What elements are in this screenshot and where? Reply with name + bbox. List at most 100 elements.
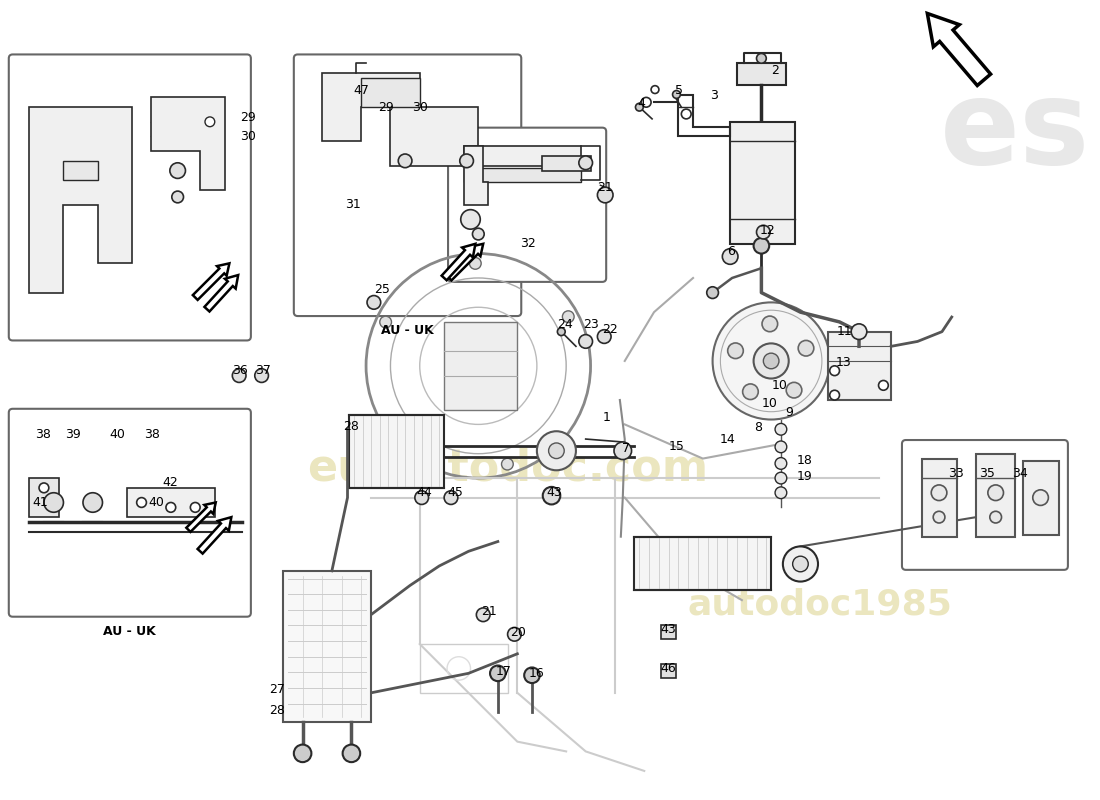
Text: 44: 44 bbox=[417, 486, 432, 499]
Text: 10: 10 bbox=[761, 398, 778, 410]
Circle shape bbox=[879, 381, 889, 390]
Circle shape bbox=[933, 511, 945, 523]
Text: 6: 6 bbox=[727, 245, 735, 258]
Circle shape bbox=[549, 443, 564, 458]
Bar bbox=[464, 168, 581, 182]
Circle shape bbox=[783, 546, 818, 582]
Circle shape bbox=[776, 441, 786, 453]
Circle shape bbox=[614, 442, 631, 459]
Circle shape bbox=[757, 54, 767, 63]
Polygon shape bbox=[1023, 461, 1059, 534]
Circle shape bbox=[763, 353, 779, 369]
Circle shape bbox=[460, 154, 473, 168]
Text: 43: 43 bbox=[661, 623, 676, 636]
Circle shape bbox=[579, 334, 593, 348]
Polygon shape bbox=[30, 478, 58, 517]
Circle shape bbox=[205, 117, 214, 126]
Text: 28: 28 bbox=[270, 704, 285, 717]
Text: 39: 39 bbox=[65, 428, 81, 441]
Text: 23: 23 bbox=[583, 318, 598, 331]
Circle shape bbox=[392, 422, 403, 434]
Text: 14: 14 bbox=[719, 433, 735, 446]
Text: 21: 21 bbox=[481, 606, 497, 618]
Text: 27: 27 bbox=[270, 683, 285, 697]
Text: AU - UK: AU - UK bbox=[382, 324, 433, 337]
Circle shape bbox=[525, 667, 540, 683]
Text: 3: 3 bbox=[710, 89, 717, 102]
Circle shape bbox=[776, 423, 786, 435]
Text: 25: 25 bbox=[374, 283, 389, 296]
Circle shape bbox=[776, 458, 786, 470]
Text: 12: 12 bbox=[759, 224, 775, 237]
Circle shape bbox=[713, 302, 829, 419]
Text: 37: 37 bbox=[255, 364, 271, 378]
Text: 46: 46 bbox=[661, 662, 676, 675]
FancyArrow shape bbox=[205, 275, 239, 311]
Text: 45: 45 bbox=[447, 486, 463, 499]
Text: AU - UK: AU - UK bbox=[103, 625, 156, 638]
Text: 10: 10 bbox=[772, 379, 788, 392]
Circle shape bbox=[172, 191, 184, 203]
Polygon shape bbox=[635, 537, 771, 590]
Circle shape bbox=[507, 627, 521, 641]
Bar bbox=[390, 107, 478, 166]
Text: 30: 30 bbox=[240, 130, 256, 143]
Circle shape bbox=[706, 286, 718, 298]
Circle shape bbox=[367, 295, 381, 310]
Polygon shape bbox=[923, 458, 957, 537]
Circle shape bbox=[754, 343, 789, 378]
Text: 38: 38 bbox=[35, 428, 51, 441]
Text: 38: 38 bbox=[144, 428, 161, 441]
Circle shape bbox=[742, 384, 758, 399]
Text: 42: 42 bbox=[162, 477, 178, 490]
Text: 36: 36 bbox=[232, 364, 249, 378]
Circle shape bbox=[558, 328, 565, 335]
Circle shape bbox=[757, 226, 770, 239]
Text: 31: 31 bbox=[345, 198, 361, 211]
Text: 7: 7 bbox=[621, 442, 630, 455]
FancyArrow shape bbox=[198, 517, 231, 554]
Circle shape bbox=[190, 502, 200, 512]
Text: 20: 20 bbox=[510, 626, 527, 639]
Text: 5: 5 bbox=[675, 84, 683, 97]
Circle shape bbox=[1033, 490, 1048, 506]
Circle shape bbox=[294, 745, 311, 762]
Circle shape bbox=[672, 90, 681, 98]
Circle shape bbox=[490, 666, 506, 681]
Circle shape bbox=[723, 249, 738, 264]
Text: 1: 1 bbox=[603, 411, 611, 424]
Circle shape bbox=[166, 502, 176, 512]
Text: 4: 4 bbox=[637, 97, 646, 110]
FancyArrow shape bbox=[186, 502, 216, 532]
Circle shape bbox=[461, 210, 481, 229]
Text: 29: 29 bbox=[240, 111, 256, 124]
Text: 9: 9 bbox=[784, 406, 793, 419]
Polygon shape bbox=[730, 122, 794, 244]
Circle shape bbox=[415, 490, 429, 505]
FancyArrow shape bbox=[441, 244, 475, 280]
Circle shape bbox=[579, 156, 593, 170]
Circle shape bbox=[44, 493, 64, 512]
Circle shape bbox=[473, 228, 484, 240]
Text: 2: 2 bbox=[771, 63, 779, 77]
Polygon shape bbox=[661, 663, 676, 678]
Circle shape bbox=[597, 187, 613, 203]
Text: 13: 13 bbox=[836, 357, 851, 370]
Bar bbox=[464, 146, 581, 166]
Circle shape bbox=[636, 103, 644, 111]
FancyArrow shape bbox=[447, 244, 483, 280]
Text: 47: 47 bbox=[353, 84, 370, 97]
Text: eu.autodoc.com: eu.autodoc.com bbox=[307, 447, 708, 490]
Text: 8: 8 bbox=[755, 421, 762, 434]
Text: autodoc1985: autodoc1985 bbox=[688, 588, 953, 622]
Circle shape bbox=[562, 311, 574, 322]
Bar bbox=[828, 332, 891, 400]
Text: 30: 30 bbox=[411, 101, 428, 114]
Polygon shape bbox=[976, 454, 1015, 537]
Text: 41: 41 bbox=[32, 496, 48, 509]
FancyArrow shape bbox=[927, 14, 991, 86]
FancyBboxPatch shape bbox=[902, 440, 1068, 570]
Circle shape bbox=[799, 341, 814, 356]
Circle shape bbox=[537, 431, 576, 470]
FancyBboxPatch shape bbox=[448, 128, 606, 282]
